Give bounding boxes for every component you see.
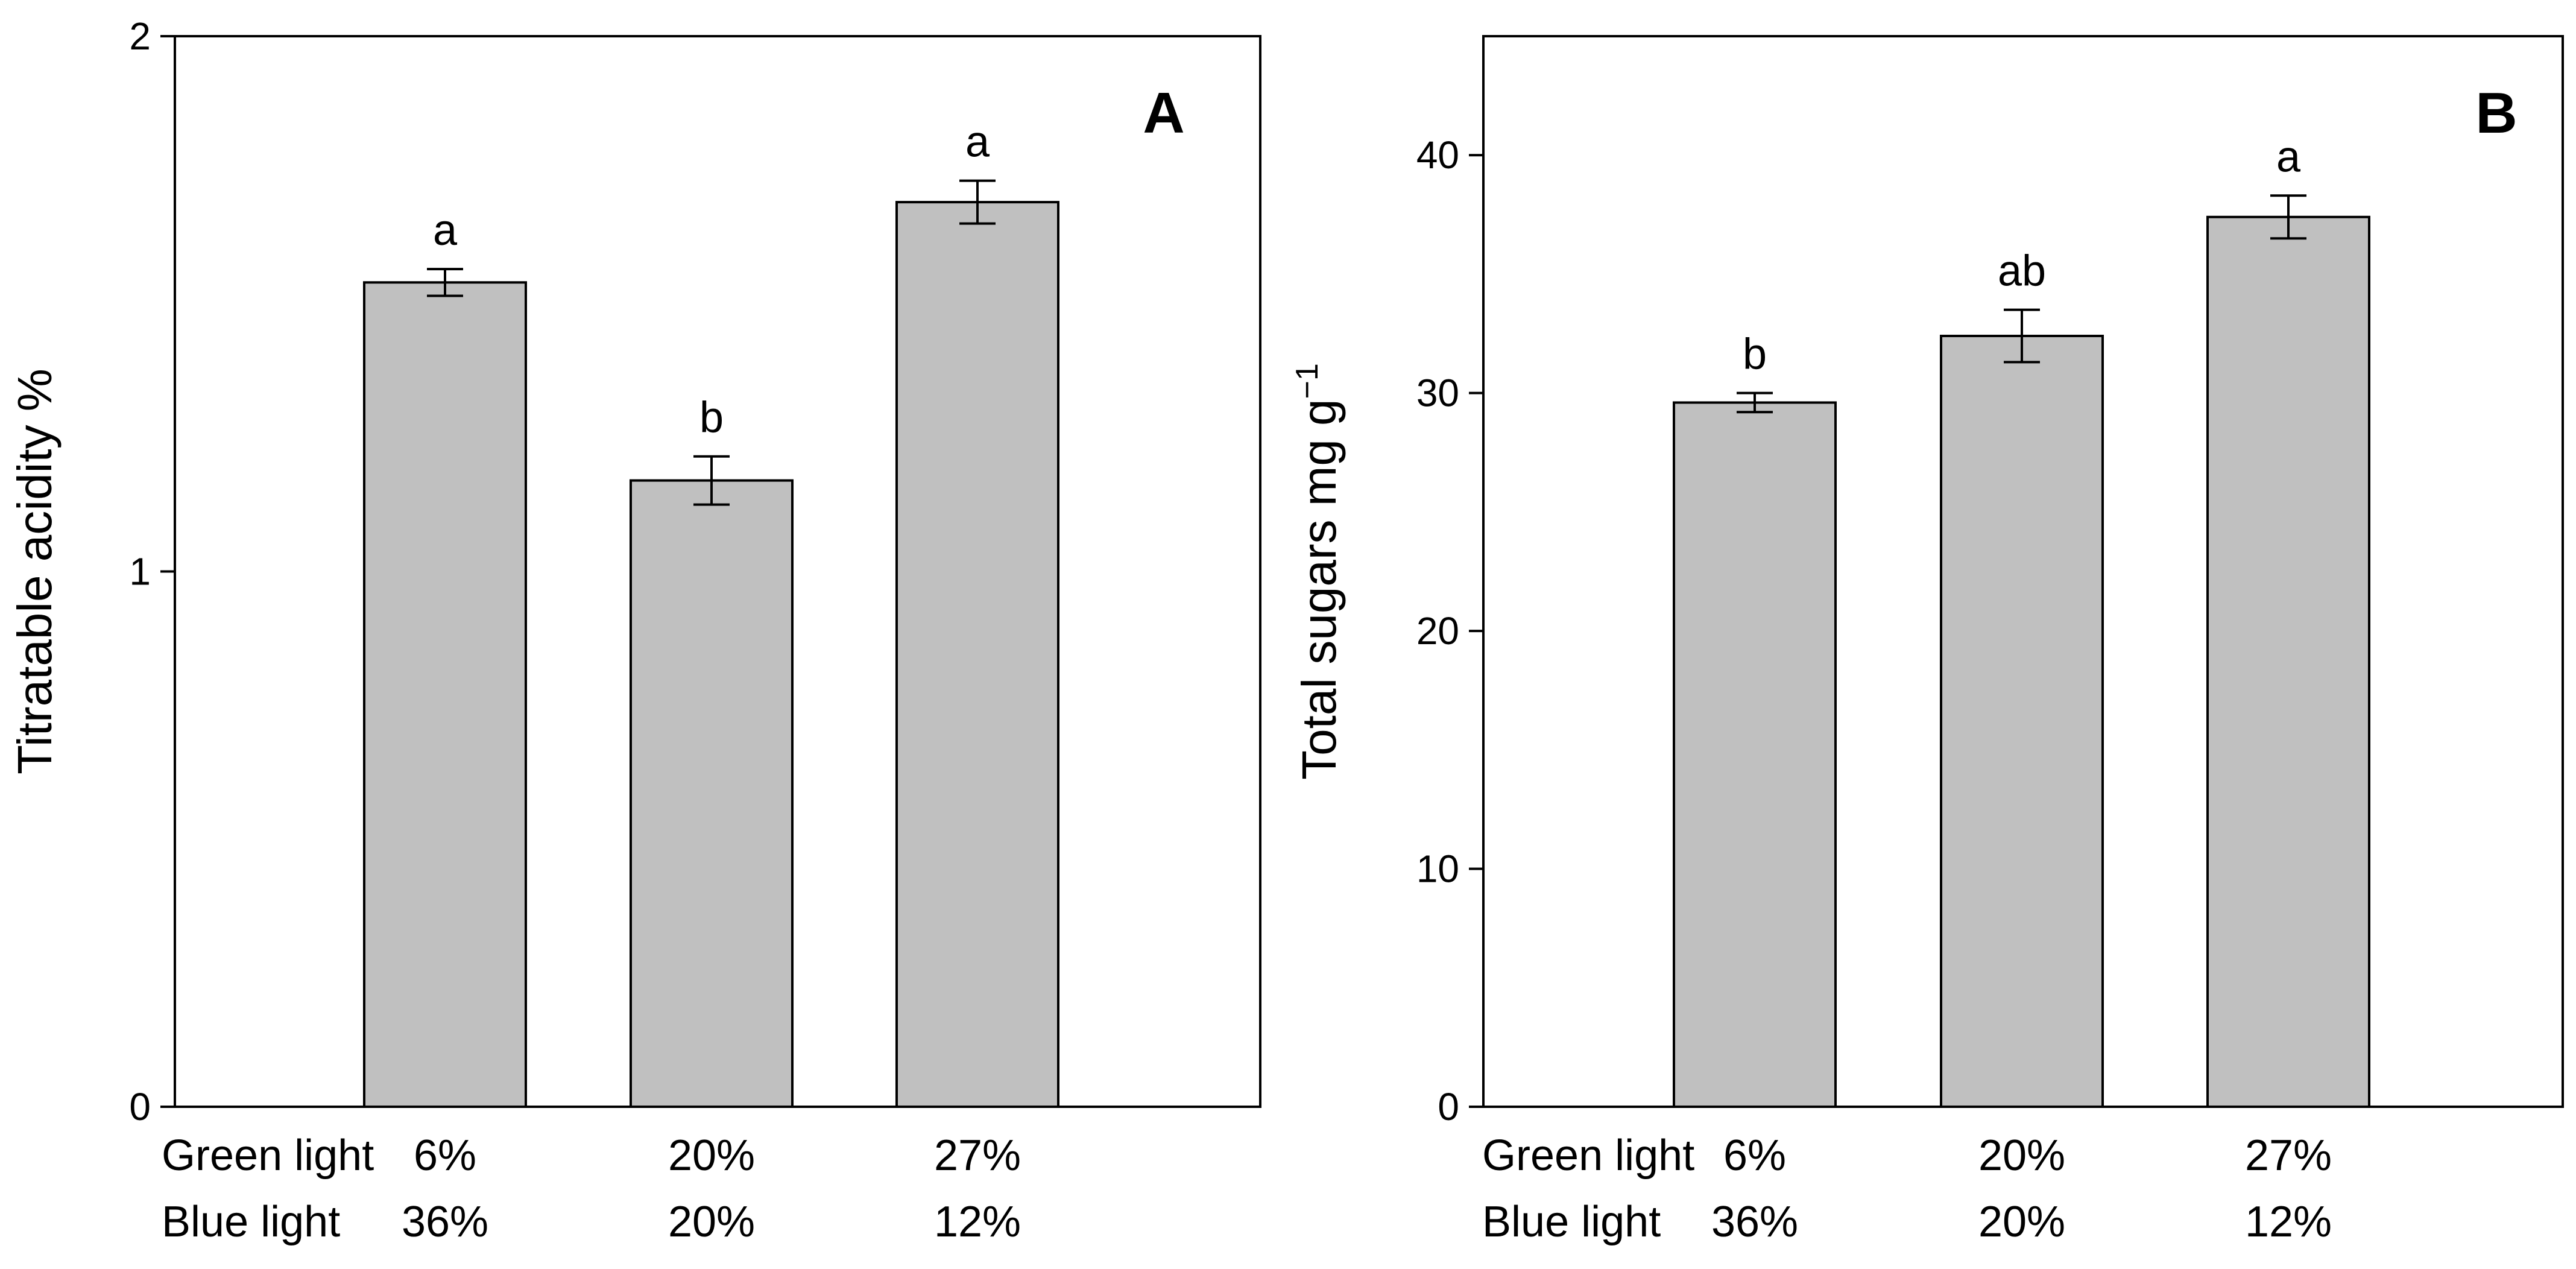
y-tick-label: 20	[1416, 609, 1459, 653]
category-green-value: 6%	[414, 1131, 476, 1180]
y-axis-title: Total sugars mg g−1	[1290, 363, 1346, 780]
y-tick-label: 0	[1438, 1085, 1459, 1128]
significance-label: a	[2276, 133, 2301, 181]
y-tick-label: 2	[129, 14, 151, 58]
significance-label: a	[965, 118, 990, 166]
category-blue-value: 12%	[2245, 1198, 2332, 1246]
row-label-blue: Blue light	[1482, 1198, 1661, 1246]
y-tick-label: 0	[129, 1085, 151, 1128]
category-blue-value: 20%	[1978, 1198, 2065, 1246]
y-axis-title-text: Total sugars mg g	[1292, 399, 1346, 779]
category-blue-value: 36%	[1711, 1198, 1798, 1246]
chart-panel-a: 0 1 2 Titratable acidity % Aa b a Green light Bl…	[8, 14, 1261, 1246]
row-label-green: Green light	[162, 1131, 374, 1180]
y-tick-label: 40	[1416, 133, 1459, 177]
category-blue-value: 20%	[668, 1198, 755, 1246]
category-green-value: 27%	[2245, 1131, 2332, 1180]
panel-letter: A	[1143, 81, 1184, 145]
bar	[363, 281, 527, 1108]
y-axis-title: Titratable acidity %	[8, 369, 62, 774]
bar	[630, 479, 794, 1108]
y-tick-label: 1	[129, 550, 151, 593]
category-green-value: 20%	[668, 1131, 755, 1180]
significance-label: b	[699, 394, 724, 442]
chart-panel-b: 0 10 20 30 40 Total sugars mg g−1 Bb ab a Green l…	[1290, 35, 2564, 1246]
bar	[2206, 215, 2370, 1108]
category-green-value: 20%	[1978, 1131, 2065, 1180]
y-axis-title-superscript: −1	[1290, 363, 1325, 399]
bar	[895, 201, 1059, 1108]
y-tick-label: 10	[1416, 847, 1459, 891]
significance-label: ab	[1998, 247, 2046, 296]
row-label-blue: Blue light	[162, 1198, 340, 1246]
category-green-value: 6%	[1723, 1131, 1786, 1180]
category-green-value: 27%	[934, 1131, 1021, 1180]
panel-letter: B	[2475, 81, 2517, 145]
significance-label: b	[1743, 331, 1767, 379]
row-label-green: Green light	[1482, 1131, 1694, 1180]
category-blue-value: 36%	[402, 1198, 488, 1246]
bar	[1940, 335, 2104, 1108]
y-axis-title-text: Titratable acidity %	[8, 369, 62, 774]
y-tick-label: 30	[1416, 372, 1459, 415]
significance-label: a	[433, 206, 458, 255]
bar	[1673, 401, 1837, 1108]
category-blue-value: 12%	[934, 1198, 1021, 1246]
